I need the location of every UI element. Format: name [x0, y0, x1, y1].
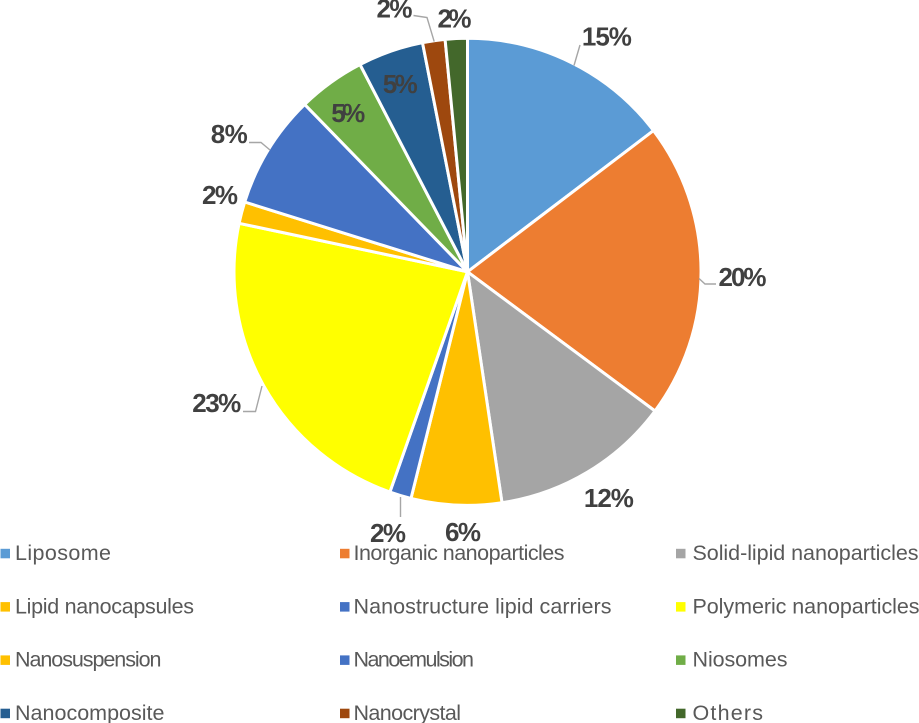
svg-text:2%: 2%: [377, 0, 413, 24]
svg-text:Nanocomposite: Nanocomposite: [15, 701, 165, 723]
svg-text:15%: 15%: [582, 21, 632, 51]
svg-text:20%: 20%: [719, 262, 767, 292]
svg-text:2%: 2%: [438, 4, 472, 34]
svg-text:Polymeric nanoparticles: Polymeric nanoparticles: [693, 594, 919, 618]
svg-text:Inorganic nanoparticles: Inorganic nanoparticles: [354, 541, 565, 565]
svg-text:2%: 2%: [202, 180, 238, 210]
svg-text:Niosomes: Niosomes: [693, 648, 788, 672]
svg-text:Nanocrystal: Nanocrystal: [354, 701, 462, 723]
svg-text:Nanoemulsion: Nanoemulsion: [354, 648, 475, 672]
svg-text:12%: 12%: [584, 483, 634, 513]
svg-text:8%: 8%: [211, 119, 248, 149]
svg-text:Lipid nanocapsules: Lipid nanocapsules: [15, 594, 194, 618]
svg-text:2%: 2%: [370, 518, 406, 548]
svg-text:Nanostructure lipid carriers: Nanostructure lipid carriers: [354, 594, 612, 618]
svg-text:Nanosuspension: Nanosuspension: [15, 648, 162, 672]
svg-text:Solid-lipid nanoparticles: Solid-lipid nanoparticles: [693, 541, 919, 565]
svg-text:Liposome: Liposome: [15, 541, 111, 565]
svg-text:Others: Others: [693, 701, 764, 723]
svg-text:5%: 5%: [331, 98, 365, 128]
svg-text:5%: 5%: [383, 69, 418, 99]
svg-text:23%: 23%: [192, 388, 241, 418]
svg-text:6%: 6%: [445, 517, 481, 547]
